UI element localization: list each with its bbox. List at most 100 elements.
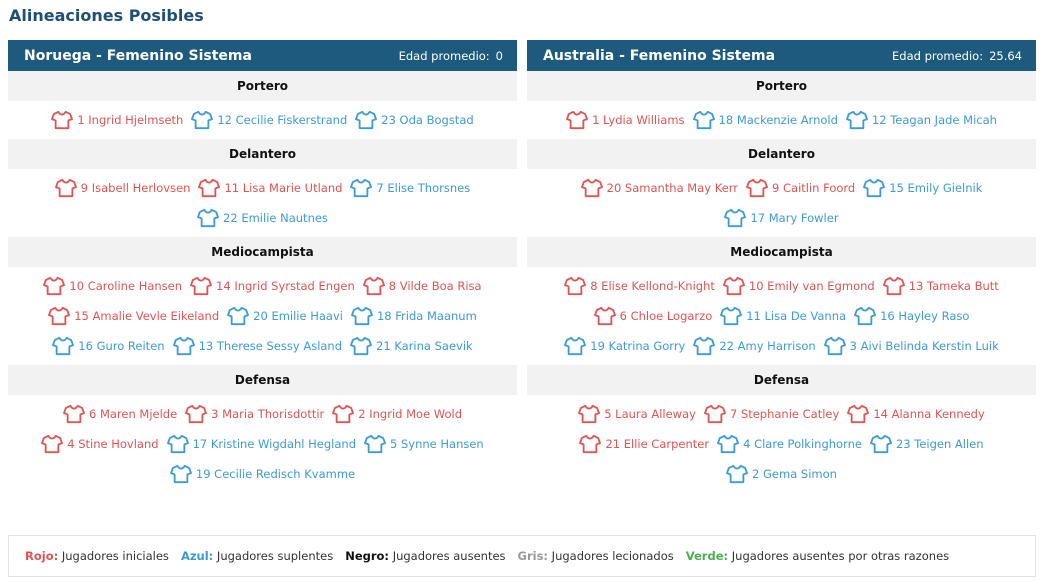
shirt-icon (722, 276, 745, 296)
substitute-player-link[interactable]: 23 Oda Bogstad (355, 110, 474, 130)
starter-player-link[interactable]: 11 Lisa Marie Utland (198, 178, 342, 198)
starter-player-link[interactable]: 20 Samantha May Kerr (580, 178, 738, 198)
starter-player-link[interactable]: 6 Maren Mjelde (63, 404, 177, 424)
legend-item: Verde: Jugadores ausentes por otras razo… (686, 549, 949, 563)
shirt-icon (166, 434, 189, 454)
player-name: 13 Tameka Butt (908, 279, 999, 293)
starter-player-link[interactable]: 3 Maria Thorisdottir (185, 404, 324, 424)
legend-key: Rojo: (25, 549, 59, 563)
player-name: 9 Caitlin Foord (772, 181, 856, 195)
substitute-player-link[interactable]: 21 Karina Saevik (350, 336, 473, 356)
player-name: 22 Amy Harrison (719, 339, 816, 353)
substitute-player-link[interactable]: 12 Teagan Jade Micah (845, 110, 997, 130)
substitute-player-link[interactable]: 16 Hayley Raso (854, 306, 969, 326)
shirt-icon (172, 336, 195, 356)
starter-player-link[interactable]: 4 Stine Hovland (41, 434, 159, 454)
shirt-icon (847, 404, 870, 424)
shirt-icon (364, 434, 386, 454)
position-header: Defensa (527, 365, 1036, 395)
shirt-icon (823, 336, 846, 356)
substitute-player-link[interactable]: 22 Emilie Nautnes (197, 208, 328, 228)
player-row: 19 Cecilie Redisch Kvamme (8, 459, 517, 489)
shirt-icon (51, 110, 74, 130)
player-name: 10 Caroline Hansen (69, 279, 183, 293)
player-name: 17 Kristine Wigdahl Hegland (192, 437, 356, 451)
substitute-player-link[interactable]: 4 Clare Polkinghorne (717, 434, 862, 454)
starter-player-link[interactable]: 21 Ellie Carpenter (579, 434, 709, 454)
starter-player-link[interactable]: 8 Elise Kellond-Knight (564, 276, 715, 296)
shirt-icon (41, 434, 64, 454)
starter-player-link[interactable]: 1 Ingrid Hjelmseth (51, 110, 183, 130)
shirt-icon (185, 404, 208, 424)
starter-player-link[interactable]: 13 Tameka Butt (882, 276, 999, 296)
starter-player-link[interactable]: 15 Amalie Vevle Eikeland (48, 306, 219, 326)
shirt-icon (350, 336, 372, 356)
player-name: 11 Lisa De Vanna (746, 309, 847, 323)
starter-player-link[interactable]: 2 Ingrid Moe Wold (332, 404, 462, 424)
substitute-player-link[interactable]: 15 Emily Gielnik (863, 178, 982, 198)
substitute-player-link[interactable]: 23 Teigen Allen (870, 434, 984, 454)
substitute-player-link[interactable]: 19 Cecilie Redisch Kvamme (169, 464, 356, 484)
position-header: Portero (8, 71, 517, 101)
player-name: 19 Cecilie Redisch Kvamme (195, 467, 356, 481)
shirt-icon (48, 306, 71, 326)
substitute-player-link[interactable]: 3 Aivi Belinda Kerstin Luik (823, 336, 999, 356)
legend-item: Gris: Jugadores lecionados (518, 549, 674, 563)
player-name: 14 Alanna Kennedy (873, 407, 985, 421)
position-players: 10 Caroline Hansen 14 Ingrid Syrstad Enge… (8, 267, 517, 365)
substitute-player-link[interactable]: 5 Synne Hansen (364, 434, 484, 454)
player-name: 2 Ingrid Moe Wold (358, 407, 463, 421)
substitute-player-link[interactable]: 18 Frida Maanum (351, 306, 477, 326)
substitute-player-link[interactable]: 12 Cecilie Fiskerstrand (191, 110, 347, 130)
starter-player-link[interactable]: 9 Caitlin Foord (746, 178, 855, 198)
shirt-icon (593, 306, 616, 326)
position-players: 1 Lydia Williams 18 Mackenzie Arnold 12 Te… (527, 101, 1036, 139)
starter-player-link[interactable]: 8 Vilde Boa Risa (362, 276, 482, 296)
substitute-player-link[interactable]: 16 Guro Reiten (52, 336, 165, 356)
substitute-player-link[interactable]: 17 Kristine Wigdahl Hegland (166, 434, 356, 454)
starter-player-link[interactable]: 7 Stephanie Catley (704, 404, 839, 424)
substitute-player-link[interactable]: 18 Mackenzie Arnold (692, 110, 838, 130)
team-header: Australia - Femenino Sistema Edad promedi… (527, 40, 1036, 71)
shirt-icon (191, 110, 214, 130)
substitute-player-link[interactable]: 22 Amy Harrison (693, 336, 816, 356)
starter-player-link[interactable]: 10 Caroline Hansen (43, 276, 182, 296)
position-header: Delantero (8, 139, 517, 169)
shirt-icon (227, 306, 250, 326)
player-name: 8 Vilde Boa Risa (388, 279, 482, 293)
substitute-player-link[interactable]: 13 Therese Sessy Asland (172, 336, 343, 356)
starter-player-link[interactable]: 6 Chloe Logarzo (593, 306, 712, 326)
position-header: Mediocampista (527, 237, 1036, 267)
shirt-icon (704, 404, 726, 424)
shirt-icon (854, 306, 876, 326)
position-players: 5 Laura Alleway 7 Stephanie Catley 14 Alan… (527, 395, 1036, 493)
player-name: 17 Mary Fowler (750, 211, 839, 225)
shirt-icon (692, 110, 715, 130)
substitute-player-link[interactable]: 7 Elise Thorsnes (350, 178, 470, 198)
player-name: 18 Mackenzie Arnold (718, 113, 838, 127)
shirt-icon (198, 178, 221, 198)
shirt-icon (578, 404, 601, 424)
substitute-player-link[interactable]: 17 Mary Fowler (724, 208, 839, 228)
player-row: 8 Elise Kellond-Knight 10 Emily van Egmon… (527, 271, 1036, 301)
shirt-icon (362, 276, 385, 296)
starter-player-link[interactable]: 1 Lydia Williams (566, 110, 685, 130)
starter-player-link[interactable]: 9 Isabell Herlovsen (54, 178, 190, 198)
substitute-player-link[interactable]: 11 Lisa De Vanna (720, 306, 846, 326)
substitute-player-link[interactable]: 20 Emilie Haavi (227, 306, 343, 326)
position-players: 6 Maren Mjelde 3 Maria Thorisdottir 2 Ingr… (8, 395, 517, 493)
starter-player-link[interactable]: 10 Emily van Egmond (722, 276, 875, 296)
player-row: 6 Chloe Logarzo 11 Lisa De Vanna 16 Hayley… (527, 301, 1036, 331)
starter-player-link[interactable]: 14 Ingrid Syrstad Engen (190, 276, 355, 296)
starter-player-link[interactable]: 5 Laura Alleway (578, 404, 696, 424)
shirt-icon (190, 276, 212, 296)
player-name: 4 Stine Hovland (67, 437, 159, 451)
substitute-player-link[interactable]: 19 Katrina Gorry (564, 336, 685, 356)
substitute-player-link[interactable]: 2 Gema Simon (726, 464, 837, 484)
team-panel: Noruega - Femenino Sistema Edad promedio:… (8, 40, 517, 493)
shirt-icon (355, 110, 378, 130)
shirt-icon (350, 178, 373, 198)
starter-player-link[interactable]: 14 Alanna Kennedy (847, 404, 985, 424)
player-name: 13 Therese Sessy Asland (198, 339, 343, 353)
player-row: 19 Katrina Gorry 22 Amy Harrison 3 Aivi Be… (527, 331, 1036, 361)
